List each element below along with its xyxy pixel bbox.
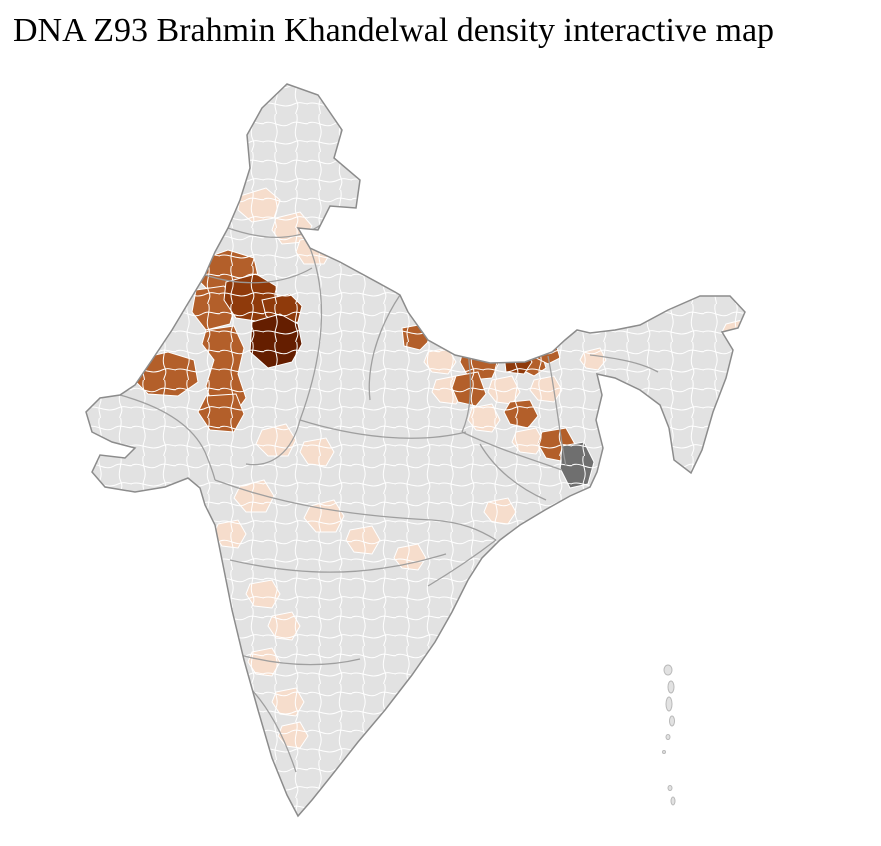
island[interactable] [662,750,666,754]
island[interactable] [663,664,673,676]
state-border [427,539,497,587]
state-borders [119,223,659,773]
state-border [461,431,563,471]
state-border [119,394,216,481]
andaman-nicobar-islands[interactable] [662,664,676,806]
state-border [214,479,497,541]
state-border [589,354,659,373]
state-border [547,355,567,467]
state-border [239,654,361,666]
state-border [245,247,323,466]
island[interactable] [667,785,673,791]
island[interactable] [665,696,673,712]
island[interactable] [669,715,675,727]
state-border [368,294,401,401]
state-border [251,689,297,773]
state-border [461,351,472,433]
state-border [229,553,447,573]
island[interactable] [670,796,676,806]
island[interactable] [667,680,675,694]
state-border [299,419,467,439]
state-border [479,443,547,501]
island[interactable] [665,734,671,740]
state-border [204,267,313,284]
state-border [227,223,323,239]
district-region[interactable] [335,221,375,255]
district-region[interactable] [359,247,393,275]
page-title: DNA Z93 Brahmin Khandelwal density inter… [13,12,775,49]
